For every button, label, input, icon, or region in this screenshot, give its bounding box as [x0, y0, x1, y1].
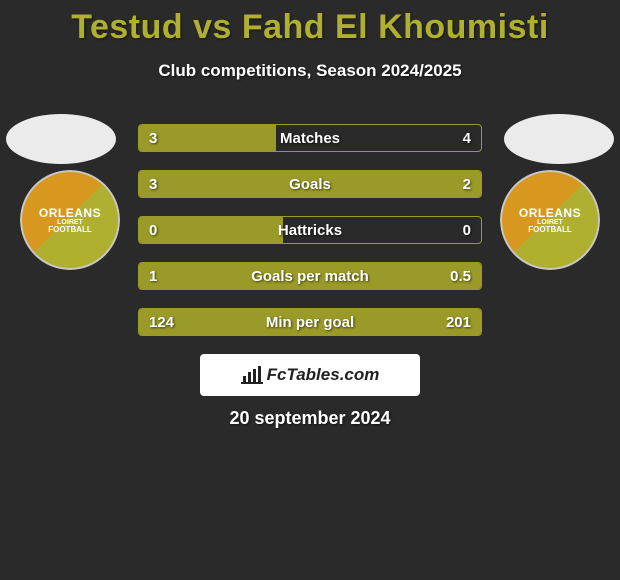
stat-label: Goals	[139, 171, 481, 198]
page-title: Testud vs Fahd El Khoumisti	[0, 0, 620, 47]
stat-row: 1Goals per match0.5	[138, 262, 482, 290]
subtitle: Club competitions, Season 2024/2025	[0, 61, 620, 81]
stat-row: 124Min per goal201	[138, 308, 482, 336]
stat-right-value: 0	[463, 217, 471, 244]
stat-right-value: 0.5	[450, 263, 471, 290]
stat-label: Min per goal	[139, 309, 481, 336]
date-text: 20 september 2024	[0, 408, 620, 429]
comparison-chart: 3Matches4 3Goals2 0Hattricks0 1Goals per ma…	[138, 124, 482, 354]
stat-row: 3Goals2	[138, 170, 482, 198]
stat-right-value: 2	[463, 171, 471, 198]
club-logo-line1: ORLEANS	[39, 206, 101, 220]
branding-badge: FcTables.com	[200, 354, 420, 396]
club-logo-line3: FOOTBALL	[528, 225, 572, 234]
club-logo-line3: FOOTBALL	[48, 225, 92, 234]
stat-right-value: 201	[446, 309, 471, 336]
player-right-club-logo: ORLEANS LOIRET FOOTBALL	[500, 170, 600, 270]
stat-right-value: 4	[463, 125, 471, 152]
player-left-club-logo: ORLEANS LOIRET FOOTBALL	[20, 170, 120, 270]
stat-label: Goals per match	[139, 263, 481, 290]
stat-label: Hattricks	[139, 217, 481, 244]
stat-label: Matches	[139, 125, 481, 152]
player-left-avatar	[6, 114, 116, 164]
bar-chart-icon	[241, 366, 263, 384]
branding-text: FcTables.com	[267, 365, 380, 385]
club-logo-orleans: ORLEANS LOIRET FOOTBALL	[500, 170, 600, 270]
stat-row: 3Matches4	[138, 124, 482, 152]
stat-row: 0Hattricks0	[138, 216, 482, 244]
club-logo-orleans: ORLEANS LOIRET FOOTBALL	[20, 170, 120, 270]
infographic-container: Testud vs Fahd El Khoumisti Club competi…	[0, 0, 620, 580]
club-logo-line1: ORLEANS	[519, 206, 581, 220]
player-right-avatar	[504, 114, 614, 164]
